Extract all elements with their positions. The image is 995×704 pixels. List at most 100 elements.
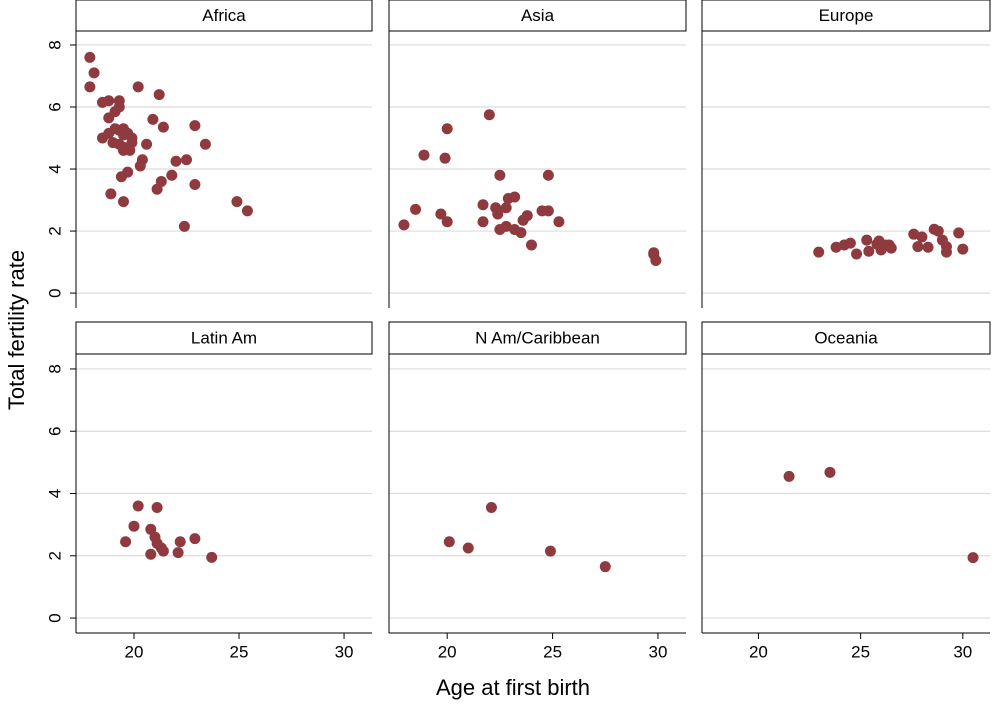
- point: [553, 216, 565, 228]
- panel-title: Latin Am: [191, 328, 257, 347]
- point: [132, 500, 144, 512]
- panel-title: N Am/Caribbean: [475, 328, 600, 347]
- panel-title: Asia: [521, 6, 555, 25]
- y-tick-label: 8: [45, 40, 64, 49]
- y-tick-label: 6: [45, 426, 64, 435]
- point: [940, 241, 952, 253]
- point: [141, 138, 153, 150]
- point: [542, 169, 554, 181]
- x-tick-label: 30: [953, 642, 972, 661]
- point: [166, 169, 178, 181]
- point: [132, 81, 144, 93]
- x-tick-label: 30: [649, 642, 668, 661]
- x-tick-label: 20: [438, 642, 457, 661]
- point: [500, 202, 512, 214]
- point: [189, 179, 201, 191]
- y-tick-label: 4: [45, 164, 64, 173]
- strip: [701, 0, 991, 32]
- point: [509, 191, 521, 203]
- point: [494, 169, 506, 181]
- point: [103, 95, 115, 107]
- point: [120, 536, 132, 548]
- point: [932, 225, 944, 237]
- point: [206, 551, 218, 563]
- point: [151, 502, 163, 514]
- point: [500, 220, 512, 232]
- point: [861, 234, 873, 246]
- strip: [75, 0, 373, 32]
- point: [957, 243, 969, 255]
- point: [157, 121, 169, 133]
- point: [398, 219, 410, 231]
- point: [189, 533, 201, 545]
- y-tick-label: 6: [45, 102, 64, 111]
- point: [151, 183, 163, 195]
- y-tick-label: 0: [45, 288, 64, 297]
- point: [916, 231, 928, 243]
- point: [885, 242, 897, 254]
- point: [783, 470, 795, 482]
- point: [134, 160, 146, 172]
- point: [477, 216, 489, 228]
- y-tick-label: 2: [45, 551, 64, 560]
- strip: [75, 321, 373, 355]
- point: [153, 89, 165, 101]
- y-tick-label: 8: [45, 364, 64, 373]
- strip: [388, 321, 687, 355]
- point: [844, 237, 856, 249]
- point: [515, 227, 527, 239]
- point: [477, 199, 489, 211]
- point: [492, 208, 504, 220]
- point: [953, 227, 965, 239]
- point: [84, 81, 96, 93]
- point: [851, 248, 863, 260]
- y-tick-label: 2: [45, 226, 64, 235]
- point: [174, 536, 186, 548]
- strip: [701, 321, 991, 355]
- point: [410, 203, 422, 215]
- point: [172, 547, 184, 559]
- x-tick-label: 25: [851, 642, 870, 661]
- point: [485, 502, 497, 514]
- y-tick-label: 4: [45, 489, 64, 498]
- strip: [388, 0, 687, 32]
- point: [124, 144, 136, 156]
- point: [128, 520, 140, 532]
- panel-title: Europe: [819, 6, 874, 25]
- point: [521, 210, 533, 222]
- x-tick-label: 30: [335, 642, 354, 661]
- point: [599, 561, 611, 573]
- panel-title: Africa: [202, 6, 246, 25]
- point: [439, 152, 451, 164]
- point: [88, 67, 100, 79]
- point: [199, 138, 211, 150]
- point: [441, 123, 453, 135]
- point: [189, 120, 201, 132]
- x-tick-label: 25: [543, 642, 562, 661]
- point: [418, 149, 430, 161]
- point: [435, 208, 447, 220]
- point: [443, 536, 455, 548]
- point: [84, 51, 96, 63]
- point: [157, 545, 169, 557]
- x-tick-label: 20: [125, 642, 144, 661]
- point: [824, 466, 836, 478]
- point: [544, 545, 556, 557]
- point: [231, 196, 243, 208]
- point: [115, 171, 127, 183]
- point: [912, 241, 924, 253]
- point: [648, 248, 660, 260]
- point: [178, 220, 190, 232]
- point: [483, 109, 495, 121]
- point: [967, 552, 979, 564]
- x-tick-label: 25: [230, 642, 249, 661]
- point: [863, 245, 875, 257]
- point: [441, 216, 453, 228]
- y-tick-label: 0: [45, 613, 64, 622]
- point: [117, 196, 129, 208]
- point: [170, 155, 182, 167]
- x-tick-label: 20: [749, 642, 768, 661]
- point: [147, 113, 159, 125]
- point: [922, 241, 934, 253]
- point: [241, 205, 253, 217]
